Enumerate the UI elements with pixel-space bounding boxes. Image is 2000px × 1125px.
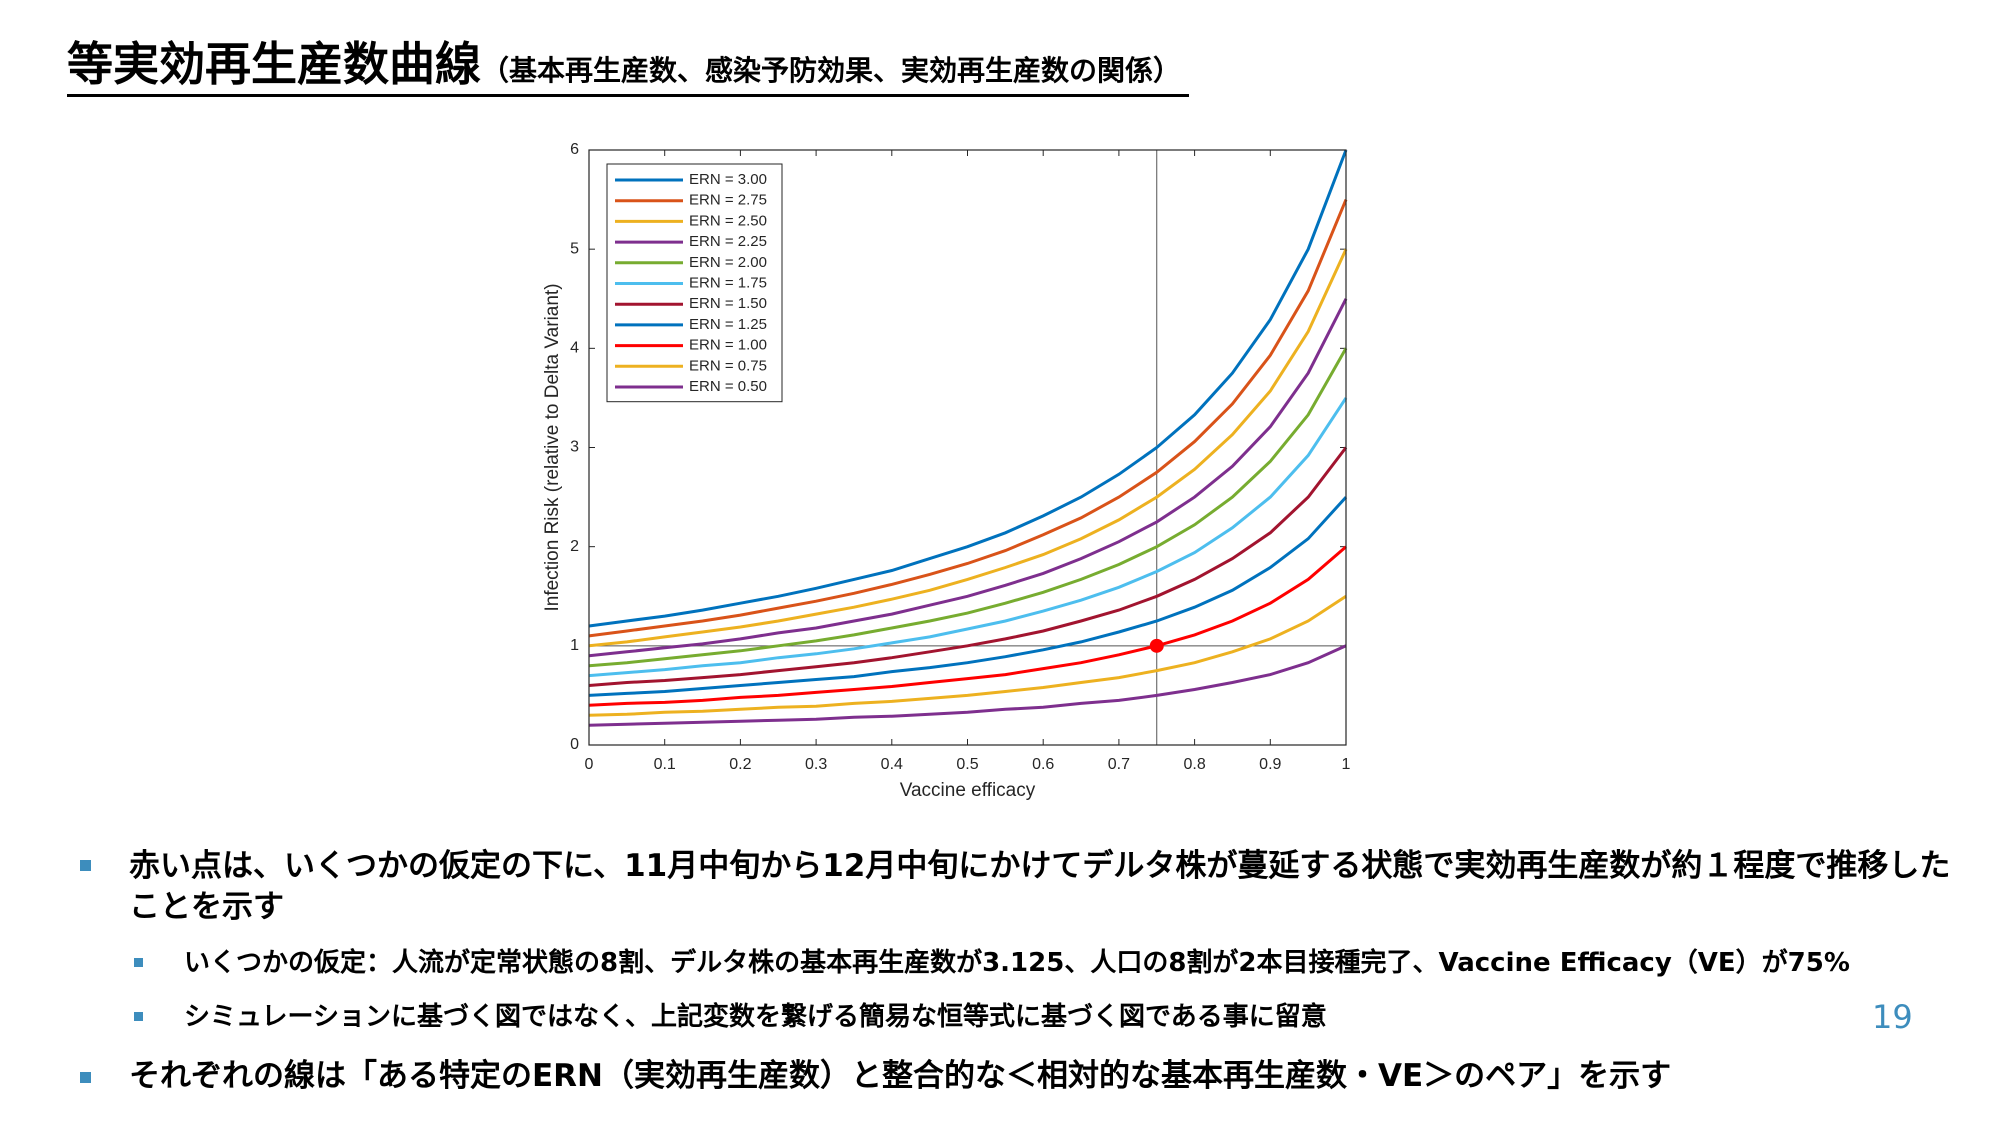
series-line <box>588 595 1347 717</box>
x-tick-label: 0.8 <box>1183 756 1205 773</box>
bullet-marker <box>134 1012 143 1021</box>
series-line <box>588 644 1347 727</box>
legend-label: ERN = 2.25 <box>689 233 767 250</box>
bullet: それぞれの線は「ある特定のERN（実効再生産数）と整合的な＜相対的な基本再生産数… <box>129 1058 1672 1094</box>
x-tick-label: 0.2 <box>729 756 751 773</box>
y-tick-label: 5 <box>570 240 579 257</box>
series-line <box>588 248 1348 648</box>
x-tick-label: 0.1 <box>654 756 676 773</box>
legend-label: ERN = 1.00 <box>689 337 767 354</box>
x-axis-label: Vaccine efficacy <box>900 780 1036 801</box>
legend-label: ERN = 1.75 <box>689 274 767 291</box>
x-tick-label: 1 <box>1342 756 1351 773</box>
series-line <box>588 397 1348 678</box>
x-tick-label: 0.5 <box>956 756 978 773</box>
series-line <box>588 446 1348 687</box>
legend-label: ERN = 0.50 <box>689 378 767 395</box>
x-tick-label: 0 <box>585 756 594 773</box>
highlight-point <box>1149 638 1164 653</box>
slide-title: 等実効再生産数曲線（基本再生産数、感染予防効果、実効再生産数の関係） <box>67 28 1190 97</box>
sub-bullet: シミュレーションに基づく図ではなく、上記変数を繋げる簡易な恒等式に基づく図である… <box>184 1002 1327 1032</box>
series-line <box>588 149 1348 628</box>
legend-label: ERN = 1.25 <box>689 316 767 333</box>
x-tick-label: 0.4 <box>881 756 903 773</box>
y-tick-label: 1 <box>570 637 579 654</box>
y-tick-label: 2 <box>570 538 579 555</box>
bullet: 赤い点は、いくつかの仮定の下に、11月中旬から12月中旬にかけてデルタ株が蔓延す… <box>129 848 1951 925</box>
legend-label: ERN = 3.00 <box>689 171 767 188</box>
y-tick-label: 0 <box>570 736 579 753</box>
series-line <box>588 496 1348 697</box>
y-axis-label: Infection Risk (relative to Delta Varian… <box>542 283 563 611</box>
series-line <box>588 298 1348 658</box>
legend-label: ERN = 2.00 <box>689 254 767 271</box>
y-tick-label: 3 <box>570 439 579 456</box>
bullet-marker <box>134 958 143 967</box>
y-tick-label: 4 <box>570 340 579 357</box>
axes-box <box>588 149 1347 746</box>
bullet-marker <box>80 860 91 871</box>
series-line <box>588 199 1348 638</box>
legend-label: ERN = 2.75 <box>689 192 767 209</box>
x-tick-label: 0.7 <box>1108 756 1130 773</box>
series-line <box>588 545 1347 707</box>
series-line <box>588 347 1348 668</box>
subtitle: （基本再生産数、感染予防効果、実効再生産数の関係） <box>481 54 1182 87</box>
sub-bullet: いくつかの仮定：人流が定常状態の8割、デルタ株の基本再生産数が3.125、人口の… <box>184 948 1850 978</box>
x-tick-label: 0.9 <box>1259 756 1281 773</box>
page-number: 19 <box>1872 998 1913 1036</box>
y-tick-label: 6 <box>570 141 579 158</box>
bullet-marker <box>80 1072 91 1083</box>
title: 等実効再生産数曲線 <box>67 37 481 91</box>
legend-label: ERN = 2.50 <box>689 212 767 229</box>
x-tick-label: 0.3 <box>805 756 827 773</box>
x-tick-label: 0.6 <box>1032 756 1054 773</box>
legend-label: ERN = 0.75 <box>689 357 767 374</box>
legend-label: ERN = 1.50 <box>689 295 767 312</box>
